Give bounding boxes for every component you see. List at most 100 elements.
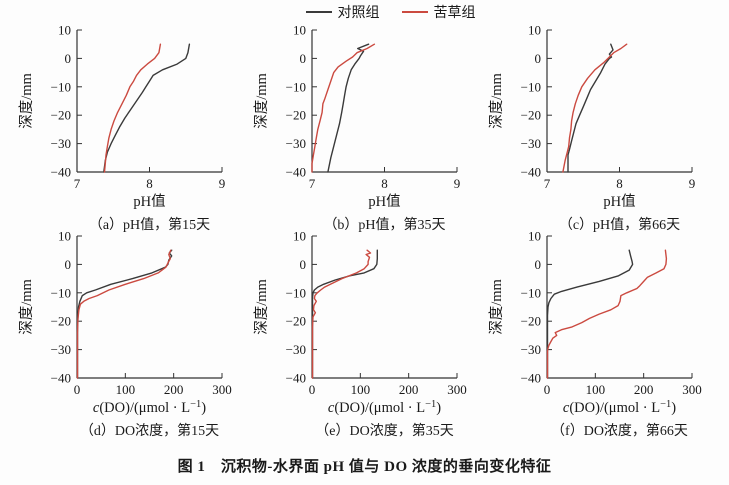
y-tick-label: −10 bbox=[51, 79, 71, 94]
y-axis-label: 深度/mm bbox=[253, 72, 270, 128]
y-axis-label: 深度/mm bbox=[18, 278, 35, 334]
x-axis-label: c(DO)/(μmol · L−1) bbox=[328, 399, 441, 416]
y-tick-label: 0 bbox=[300, 257, 307, 272]
legend: 对照组 苦草组 bbox=[26, 2, 729, 22]
y-tick-label: −10 bbox=[51, 285, 71, 300]
y-tick-label: 0 bbox=[300, 51, 307, 66]
x-tick-label: 7 bbox=[309, 176, 316, 191]
y-tick-label: −30 bbox=[51, 342, 71, 357]
subplot-a: 10 0 −10 −20 −30 −40 7 8 9 深度/mm pH值 （a）pH值，第15天 bbox=[17, 22, 252, 234]
chart-canvas-e: 100−10−20−30−400 100 200 300深度/mmc(DO)/(μmo… bbox=[253, 229, 467, 417]
series-line-对照组 bbox=[567, 43, 614, 173]
y-tick-label: −20 bbox=[286, 314, 306, 329]
x-tick-label: 9 bbox=[219, 176, 226, 191]
y-tick-label: −20 bbox=[51, 314, 71, 329]
y-tick-label: −40 bbox=[51, 165, 71, 180]
x-axis-label: pH值 bbox=[603, 193, 635, 210]
x-tick-label: 100 bbox=[116, 382, 136, 397]
subplot-caption-e: （e）DO浓度，第35天 bbox=[315, 424, 454, 439]
x-tick-label: 200 bbox=[164, 382, 184, 397]
y-tick-label: −40 bbox=[286, 371, 306, 386]
y-tick-label: −10 bbox=[286, 285, 306, 300]
y-tick-label: −40 bbox=[51, 371, 71, 386]
x-tick-label: 300 bbox=[212, 382, 232, 397]
legend-item-vallisneria: 苦草组 bbox=[401, 2, 476, 22]
chart-canvas-a: 10 0 −10 −20 −30 −407 8 9 深度/mm pH值 bbox=[18, 23, 226, 211]
series-line-苦草组 bbox=[311, 249, 372, 379]
y-tick-label: −40 bbox=[521, 165, 541, 180]
x-tick-label: 0 bbox=[309, 382, 316, 397]
y-tick-label: −30 bbox=[286, 136, 306, 151]
y-axis-label: 深度/mm bbox=[488, 72, 505, 128]
subplot-f: 10 0 −10 −20 −30 −40 0 100 200 300 深度/mm c(DO)/(μmo… bbox=[487, 228, 722, 440]
x-axis-label: pH值 bbox=[368, 193, 400, 210]
y-axis-label: 深度/mm bbox=[253, 278, 270, 334]
y-tick-label: 0 bbox=[535, 257, 542, 272]
y-tick-label: 10 bbox=[58, 23, 71, 38]
y-tick-label: −10 bbox=[521, 285, 541, 300]
y-tick-label: 0 bbox=[65, 257, 72, 272]
figure-caption: 图 1 沉积物-水界面 pH 值与 DO 浓度的垂向变化特征 bbox=[177, 459, 552, 475]
x-tick-label: 8 bbox=[381, 176, 388, 191]
y-tick-label: −30 bbox=[51, 136, 71, 151]
chart-canvas-b: 10 0 −10 −20 −30 −407 8 9 深度/mm pH值 bbox=[253, 23, 461, 211]
x-tick-label: 8 bbox=[146, 176, 153, 191]
x-tick-label: 7 bbox=[544, 176, 551, 191]
x-tick-label: 300 bbox=[682, 382, 702, 397]
y-tick-label: −10 bbox=[286, 79, 306, 94]
x-tick-label: 100 bbox=[586, 382, 606, 397]
subplot-e: 10 0 −10 −20 −30 −40 0 100 200 300 深度/mm c(DO)/(μmo… bbox=[252, 228, 487, 440]
series-line-苦草组 bbox=[546, 249, 668, 379]
y-tick-label: 0 bbox=[535, 51, 542, 66]
control-line-swatch-icon bbox=[305, 11, 332, 13]
legend-label-vallisneria: 苦草组 bbox=[433, 6, 476, 21]
y-axis-label: 深度/mm bbox=[488, 278, 505, 334]
y-tick-label: −20 bbox=[286, 108, 306, 123]
x-tick-label: 7 bbox=[74, 176, 81, 191]
series-line-苦草组 bbox=[562, 43, 628, 173]
subplot-caption-b: （b）pH值，第35天 bbox=[323, 218, 446, 233]
x-tick-label: 200 bbox=[634, 382, 654, 397]
subplot-caption-f: （f）DO浓度，第66天 bbox=[551, 424, 688, 439]
series-line-对照组 bbox=[311, 249, 379, 379]
x-axis-label: c(DO)/(μmol · L−1) bbox=[93, 399, 206, 416]
y-tick-label: −20 bbox=[521, 108, 541, 123]
y-tick-label: −40 bbox=[521, 371, 541, 386]
series-line-苦草组 bbox=[76, 249, 172, 379]
y-tick-label: 10 bbox=[528, 229, 541, 244]
x-tick-label: 200 bbox=[399, 382, 419, 397]
y-tick-label: 10 bbox=[528, 23, 541, 38]
x-tick-label: 300 bbox=[447, 382, 467, 397]
series-line-苦草组 bbox=[103, 43, 162, 173]
x-tick-label: 0 bbox=[544, 382, 551, 397]
y-tick-label: −30 bbox=[521, 136, 541, 151]
subplot-caption-c: （c）pH值，第66天 bbox=[558, 218, 681, 233]
y-tick-label: 10 bbox=[58, 229, 71, 244]
x-tick-label: 9 bbox=[689, 176, 696, 191]
x-tick-label: 9 bbox=[454, 176, 461, 191]
legend-label-control: 对照组 bbox=[337, 6, 380, 21]
series-line-对照组 bbox=[546, 249, 634, 379]
subplot-c: 10 0 −10 −20 −30 −40 7 8 9 深度/mm pH值 （c）pH值，第66天 bbox=[487, 22, 722, 234]
series-line-对照组 bbox=[327, 43, 370, 173]
chart-canvas-d: 100−10−20−30−400 100 200 300深度/mmc(DO)/(μmo… bbox=[18, 229, 232, 417]
y-tick-label: −30 bbox=[521, 342, 541, 357]
y-axis-label: 深度/mm bbox=[18, 72, 35, 128]
chart-canvas-f: 100−10−20−30−400 100 200 300深度/mmc(DO)/(μmo… bbox=[488, 229, 702, 417]
series-line-苦草组 bbox=[311, 43, 376, 173]
y-tick-label: −20 bbox=[521, 314, 541, 329]
subplot-caption-a: （a）pH值，第15天 bbox=[88, 218, 211, 233]
vallisneria-line-swatch-icon bbox=[401, 11, 428, 13]
y-tick-label: 10 bbox=[293, 229, 306, 244]
x-axis-label: pH值 bbox=[133, 193, 165, 210]
y-tick-label: −30 bbox=[286, 342, 306, 357]
x-tick-label: 0 bbox=[74, 382, 81, 397]
y-tick-label: −40 bbox=[286, 165, 306, 180]
x-tick-label: 100 bbox=[351, 382, 371, 397]
series-line-对照组 bbox=[103, 43, 191, 173]
y-tick-label: 10 bbox=[293, 23, 306, 38]
y-tick-label: −10 bbox=[521, 79, 541, 94]
y-tick-label: −20 bbox=[51, 108, 71, 123]
x-axis-label: c(DO)/(μmol · L−1) bbox=[563, 399, 676, 416]
